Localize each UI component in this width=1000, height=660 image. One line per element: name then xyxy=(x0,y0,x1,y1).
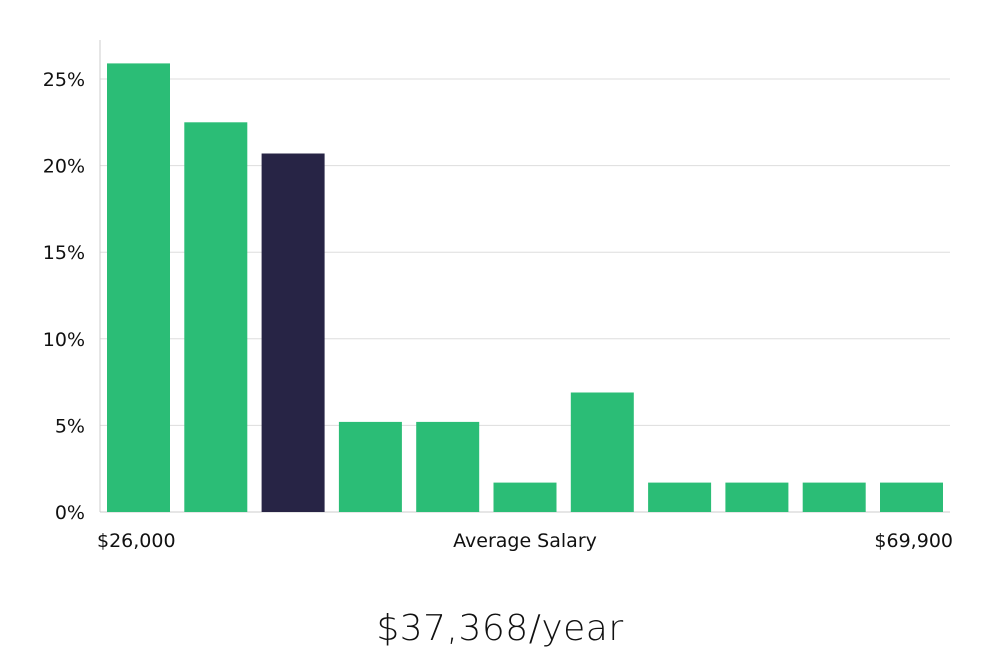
y-axis-tick-labels: 0% 5% 10% 15% 20% 25% xyxy=(43,69,85,524)
y-tick-label: 10% xyxy=(43,329,85,351)
bar xyxy=(338,421,402,512)
x-axis-title: Average Salary xyxy=(453,530,597,552)
y-tick-label: 15% xyxy=(43,242,85,264)
bars xyxy=(107,63,943,513)
x-axis-max-label: $69,900 xyxy=(874,530,953,552)
y-tick-label: 25% xyxy=(43,69,85,91)
bar xyxy=(648,482,712,512)
average-salary-headline: $37,368/year xyxy=(376,608,624,649)
bar xyxy=(416,421,480,512)
bar xyxy=(570,392,634,512)
bar xyxy=(107,63,170,513)
salary-histogram-chart: 0%5%10%15%20%25% $26,000 Average Salary … xyxy=(43,40,953,552)
highlighted-bar xyxy=(261,153,325,512)
bar xyxy=(725,482,789,512)
x-axis-min-label: $26,000 xyxy=(97,530,176,552)
bar xyxy=(802,482,866,512)
y-tick-label: 20% xyxy=(43,156,85,178)
y-tick-label: 5% xyxy=(55,415,85,437)
y-tick-label: 0% xyxy=(55,502,85,524)
bar xyxy=(184,122,248,513)
bar xyxy=(880,482,943,512)
bar xyxy=(493,482,557,512)
